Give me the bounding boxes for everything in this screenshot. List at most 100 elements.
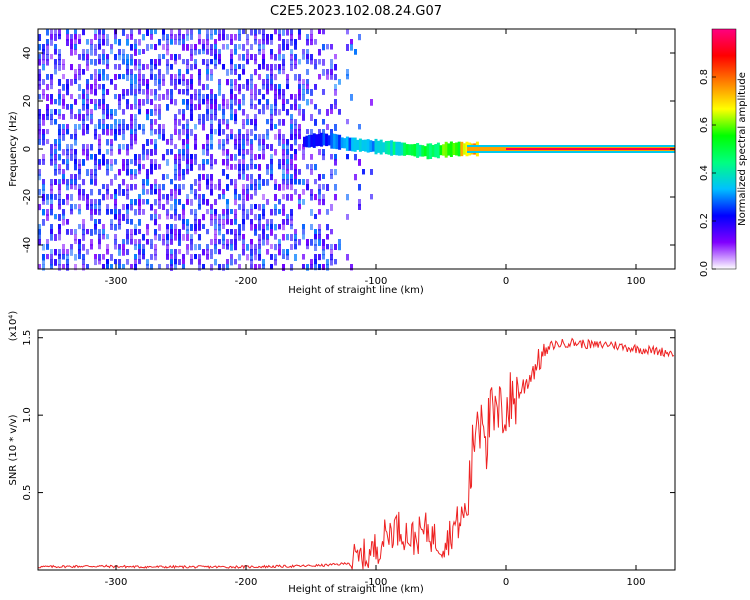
spectrogram-cell (154, 184, 157, 191)
spectrogram-cell (122, 144, 125, 150)
spectrogram-cell (346, 254, 349, 261)
spectrogram-cell (66, 164, 69, 171)
spectrogram-cell (178, 164, 181, 170)
spectrogram-cell (230, 114, 233, 121)
spectrogram-cell (198, 164, 201, 171)
spectrogram-cell (86, 169, 89, 176)
spectrogram-cell (346, 194, 349, 201)
spectrogram-cell (98, 139, 101, 146)
spectrogram-cell (70, 249, 73, 256)
spectrogram-cell (134, 184, 137, 190)
spectrogram-cell (94, 159, 97, 166)
spectrogram-cell (242, 219, 245, 225)
spectrogram-cell (230, 219, 233, 226)
spectrogram-cell (234, 194, 237, 200)
spectrogram-cell (106, 159, 109, 165)
spectrogram-cell (234, 139, 237, 146)
spectrogram-cell (122, 29, 125, 36)
spectrogram-cell (94, 74, 97, 80)
spectrogram-cell (198, 119, 201, 125)
spectrogram-cell (330, 59, 333, 65)
spectrogram-cell (190, 109, 193, 115)
spectrogram-cell (150, 164, 153, 170)
spectrogram-cell (158, 109, 161, 115)
spectrogram-cell (126, 59, 129, 66)
spectrogram-cell (154, 199, 157, 206)
spectrogram-cell (134, 44, 137, 51)
spectrogram-cell (218, 214, 221, 220)
spectrogram-cell (134, 129, 137, 135)
spectrogram-cell (138, 99, 141, 106)
spectrogram-cell (126, 99, 129, 105)
spectrogram-cell (90, 169, 93, 175)
spectrogram-cell (42, 79, 45, 85)
spectrogram-cell (114, 109, 117, 116)
spectrogram-cell (254, 94, 257, 101)
spectrogram-cell (50, 154, 53, 161)
spectrogram-cell (218, 179, 221, 185)
spectrogram-cell (238, 29, 241, 35)
spectrogram-cell (158, 59, 161, 66)
spectrogram-cell (190, 199, 193, 206)
spectrogram-cell (130, 234, 133, 240)
spectrogram-cell (82, 264, 85, 271)
spectrogram-cell (318, 129, 321, 136)
signal-track-cell (382, 142, 386, 153)
spectrogram-cell (190, 104, 193, 111)
spectrogram-cell (262, 64, 265, 70)
spectrogram-cell (186, 134, 189, 140)
spectrogram-cell (278, 244, 281, 250)
spectrogram-cell (82, 144, 85, 151)
spectrogram-cell (142, 149, 145, 155)
spectrogram-cell (278, 224, 281, 230)
spectrogram-cell (202, 159, 205, 165)
spectrogram-cell (158, 224, 161, 231)
spectrogram-cell (174, 154, 177, 160)
spectrogram-cell (190, 234, 193, 241)
spectrogram-cell (142, 124, 145, 131)
spectrogram-cell (202, 99, 205, 105)
spectrogram-cell (90, 84, 93, 90)
spectrogram-cell (278, 199, 281, 205)
spectrogram-cell (130, 159, 133, 165)
spectrogram-cell (142, 189, 145, 195)
spectrogram-cell (82, 69, 85, 75)
spectrogram-cell (158, 79, 161, 85)
spectrogram-cell (182, 109, 185, 116)
spectrogram-cell (282, 204, 285, 211)
spectrogram-cell (326, 234, 329, 240)
spectrogram-cell (46, 254, 49, 260)
spectrogram-cell (218, 184, 221, 191)
spectrogram-cell (62, 124, 65, 130)
spectrogram-cell (46, 114, 49, 121)
signal-track-cell (444, 141, 448, 158)
spectrogram-cell (274, 204, 277, 210)
snr-frame (37, 329, 676, 571)
spectrogram-cell (138, 194, 141, 201)
spectrogram-cell (54, 149, 57, 155)
spectrogram-cell (62, 244, 65, 250)
spectrogram-cell (198, 99, 201, 105)
spectrogram-cell (170, 259, 173, 266)
spectrogram-cell (258, 239, 261, 245)
spectrogram-cell (210, 74, 213, 81)
spectrogram-cell (50, 184, 53, 191)
spectrogram-cell (114, 194, 117, 200)
spectrogram-cell (218, 104, 221, 111)
spectrogram-cell (222, 129, 225, 135)
spectrogram-cell (314, 179, 317, 185)
spectrogram-cell (158, 104, 161, 110)
spectrogram-cell (174, 174, 177, 181)
spectrogram-cell (254, 104, 257, 110)
spectrogram-cell (70, 104, 73, 110)
spectrogram-cell (130, 74, 133, 80)
spectrogram-cell (242, 69, 245, 75)
spectrogram-cell (154, 209, 157, 215)
spectrogram-cell (150, 239, 153, 245)
spectrogram-cell (98, 84, 101, 90)
spectrogram-cell (142, 154, 145, 161)
spectrogram-cell (54, 214, 57, 220)
spectrogram-cell (334, 154, 337, 161)
spectrogram-cell (58, 234, 61, 241)
spectrogram-cell (46, 84, 49, 91)
